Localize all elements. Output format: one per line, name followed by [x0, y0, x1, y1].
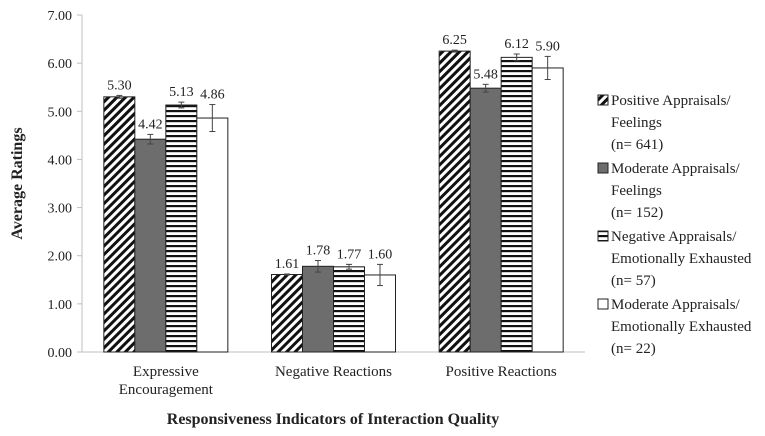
legend-swatch-series-1 [597, 94, 609, 106]
bar-series-4-cat-2 [364, 274, 396, 353]
data-label: 5.30 [107, 78, 132, 93]
x-category-label: Expressive [133, 364, 199, 380]
data-label: 1.61 [275, 257, 300, 272]
legend-label: Emotionally Exhausted [611, 319, 752, 335]
legend-label: Feelings [611, 183, 662, 199]
x-axis-title: Responsiveness Indicators of Interaction… [167, 411, 499, 428]
data-label: 1.60 [368, 247, 393, 262]
bar-series-3-cat-2 [333, 266, 365, 353]
legend-label: (n= 641) [611, 137, 663, 153]
legend-label: (n= 57) [611, 273, 656, 289]
data-label: 4.42 [138, 117, 163, 132]
y-tick-label: 2.00 [48, 250, 73, 265]
data-label: 5.90 [535, 39, 560, 54]
bar-series-4-cat-3 [531, 67, 564, 353]
legend-label: Emotionally Exhausted [611, 251, 752, 267]
legend-label: Moderate Appraisals/ [611, 297, 741, 313]
y-tick-label: 0.00 [48, 346, 73, 361]
data-label: 6.12 [504, 37, 529, 52]
legend-label: Feelings [611, 115, 662, 131]
legend-swatch-series-4 [597, 298, 609, 310]
y-tick-label: 1.00 [48, 298, 73, 313]
y-axis-title: Average Ratings [9, 127, 26, 239]
data-label: 5.13 [169, 85, 194, 100]
bar-series-1-cat-1 [103, 96, 136, 353]
legend-label: Moderate Appraisals/ [611, 161, 741, 177]
legend-swatch-series-3 [597, 230, 609, 242]
bar-series-2-cat-1 [134, 138, 167, 353]
y-tick-label: 4.00 [48, 153, 73, 168]
bar-series-3-cat-3 [500, 56, 533, 353]
bar-series-4-cat-1 [196, 117, 229, 353]
bar-series-2-cat-3 [469, 87, 502, 353]
x-category-label: Encouragement [119, 382, 214, 398]
bar-series-1-cat-3 [438, 50, 471, 353]
x-category-label: Negative Reactions [275, 364, 392, 380]
legend-swatch-series-2 [597, 162, 609, 174]
data-label: 5.48 [473, 67, 498, 82]
data-label: 1.78 [306, 244, 331, 259]
data-label: 4.86 [200, 88, 225, 103]
bar-series-3-cat-1 [165, 104, 198, 353]
y-tick-label: 6.00 [48, 57, 73, 72]
bar-series-2-cat-2 [302, 265, 334, 353]
legend-label: (n= 22) [611, 341, 656, 357]
legend-label: Negative Appraisals/ [611, 229, 737, 245]
y-tick-label: 7.00 [48, 9, 73, 24]
legend-label: (n= 152) [611, 205, 663, 221]
y-tick-label: 3.00 [48, 202, 73, 217]
data-label: 1.77 [337, 247, 362, 262]
legend-label: Positive Appraisals/ [611, 93, 731, 109]
data-label: 6.25 [442, 33, 467, 48]
x-category-label: Positive Reactions [446, 364, 557, 380]
bar-series-1-cat-2 [271, 273, 303, 353]
y-tick-label: 5.00 [48, 105, 73, 120]
